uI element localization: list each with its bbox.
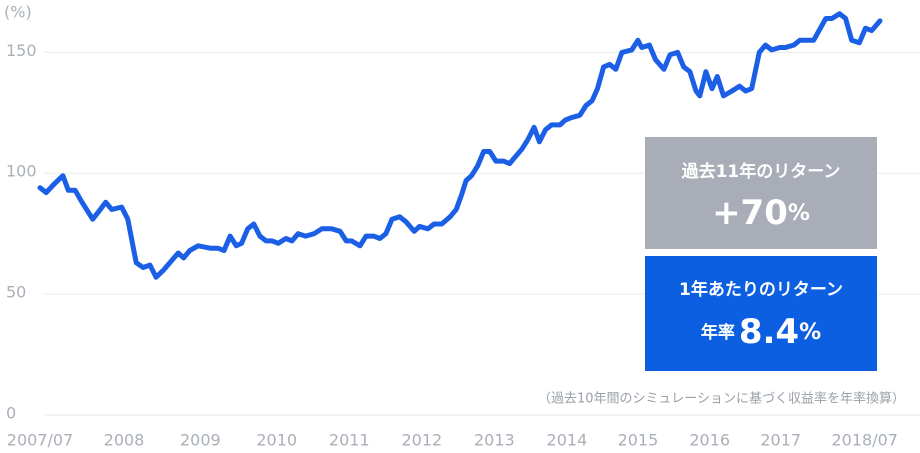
x-tick-label: 2015 — [618, 431, 659, 450]
y-tick-label: 100 — [6, 162, 37, 181]
total-unit: % — [788, 201, 810, 226]
x-tick-label: 2017 — [760, 431, 801, 450]
x-tick-label: 2018/07 — [831, 431, 897, 450]
y-tick-label: 50 — [6, 283, 26, 302]
x-tick-label: 2011 — [329, 431, 370, 450]
x-tick-label: 2009 — [180, 431, 221, 450]
x-tick-label: 2007/07 — [7, 431, 73, 450]
x-tick-label: 2012 — [401, 431, 442, 450]
total-box — [645, 137, 877, 249]
grid: 0 50 100 150 2007/07 2008 2009 2010 2011 2012 2013… — [6, 41, 920, 450]
total-value: +70% — [712, 193, 810, 233]
x-tick-label: 2014 — [547, 431, 588, 450]
y-tick-label: 0 — [6, 404, 16, 423]
annual-prefix: 年率 — [701, 322, 735, 343]
annual-box — [645, 256, 877, 371]
y-tick-label: 150 — [6, 41, 37, 60]
y-unit-label: (%) — [4, 3, 32, 22]
plot — [37, 11, 883, 280]
x-tick-label: 2010 — [256, 431, 297, 450]
annual-value: 年率 8.4% — [701, 312, 821, 352]
x-tick-label: 2008 — [104, 431, 145, 450]
line — [37, 11, 883, 280]
annual-unit: % — [799, 320, 821, 345]
total-title: 過去11年のリターン — [682, 161, 841, 182]
annual-number: 8.4 — [739, 312, 799, 352]
total-number: +70 — [712, 193, 788, 233]
annual-title: 1年あたりのリターン — [679, 279, 843, 300]
note: （過去10年間のシミュレーションに基づく収益率を年率換算） — [538, 391, 905, 407]
x-tick-label: 2013 — [474, 431, 515, 450]
x-tick-label: 2016 — [689, 431, 730, 450]
